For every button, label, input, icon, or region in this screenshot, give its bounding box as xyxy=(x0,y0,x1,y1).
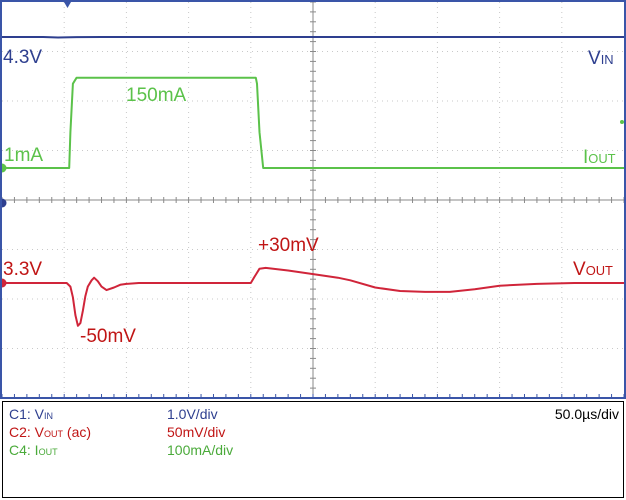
vin-trace-label: VIN xyxy=(588,48,614,69)
legend-channel-subscript: IN xyxy=(44,411,54,421)
legend-channel-subscript: OUT xyxy=(44,429,64,439)
vout-undershoot-label: -50mV xyxy=(80,326,136,347)
oscilloscope-plot: 4.3V 150mA 1mA +30mV 3.3V -50mV VIN IOUT… xyxy=(0,0,626,400)
legend-channel-name: C1: VIN xyxy=(9,406,53,422)
iout-low-label: 1mA xyxy=(4,145,43,166)
trace-vout xyxy=(2,266,624,327)
iout-high-label: 150mA xyxy=(126,85,187,106)
legend-channel-suffix: (ac) xyxy=(63,424,92,440)
legend-channel-subscript: OUT xyxy=(38,447,58,457)
vin-level-label: 4.3V xyxy=(3,47,42,68)
vout-level-label: 3.3V xyxy=(3,259,42,280)
legend-scale: 50mV/div xyxy=(167,424,226,440)
legend-channel-name: C2: VOUT (ac) xyxy=(9,424,91,440)
iout-trigger-level-marker xyxy=(620,120,624,124)
plot-frame xyxy=(0,0,626,399)
traces xyxy=(2,36,624,327)
timebase-label: 50.0µs/div xyxy=(554,406,619,422)
legend-scale: 1.0V/div xyxy=(167,406,218,422)
grid xyxy=(1,1,625,399)
legend-channel-id: C4: I xyxy=(9,442,39,458)
trace-iout xyxy=(2,76,624,169)
vout-trace-label: VOUT xyxy=(573,259,613,280)
vout-overshoot-label: +30mV xyxy=(258,235,319,256)
trace-vin xyxy=(2,36,624,39)
legend-channel-id: C2: V xyxy=(9,424,45,440)
legend-scale: 100mA/div xyxy=(167,442,234,458)
iout-trace-label: IOUT xyxy=(583,147,616,168)
channel-legend: C1: VIN 1.0V/div C2: VOUT (ac) 50mV/div C4: … xyxy=(2,401,624,498)
trigger-position-marker xyxy=(64,2,71,8)
legend-channel-name: C4: IOUT xyxy=(9,442,58,458)
legend-channel-id: C1: V xyxy=(9,406,45,422)
